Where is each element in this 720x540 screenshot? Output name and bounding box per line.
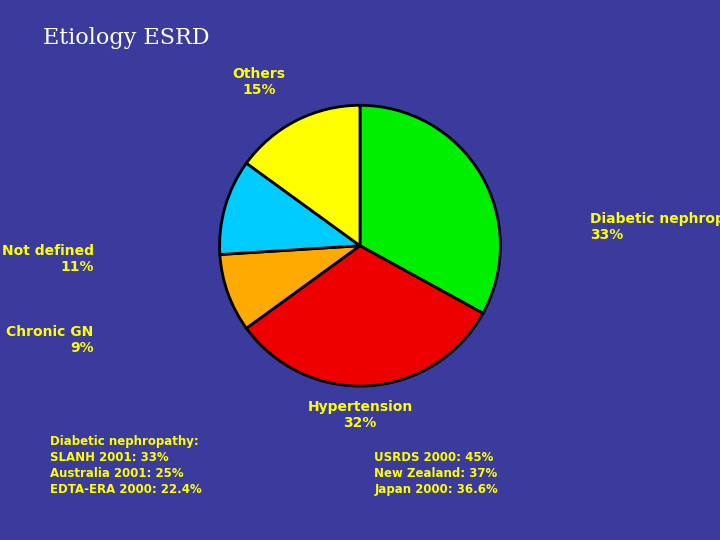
Wedge shape — [246, 105, 360, 246]
Text: Diabetic nephropathy:: Diabetic nephropathy: — [50, 435, 199, 448]
Text: SLANH 2001: 33%: SLANH 2001: 33% — [50, 451, 169, 464]
Text: New Zealand: 37%: New Zealand: 37% — [374, 467, 498, 480]
Text: Others
15%: Others 15% — [233, 67, 286, 97]
Wedge shape — [220, 163, 360, 254]
Text: Japan 2000: 36.6%: Japan 2000: 36.6% — [374, 483, 498, 496]
Text: Etiology ESRD: Etiology ESRD — [43, 27, 210, 49]
Wedge shape — [360, 105, 500, 313]
Text: Australia 2001: 25%: Australia 2001: 25% — [50, 467, 184, 480]
Wedge shape — [246, 246, 483, 386]
Text: Diabetic nephropathy
33%: Diabetic nephropathy 33% — [590, 212, 720, 242]
Text: USRDS 2000: 45%: USRDS 2000: 45% — [374, 451, 494, 464]
Text: EDTA-ERA 2000: 22.4%: EDTA-ERA 2000: 22.4% — [50, 483, 202, 496]
Text: Hypertension
32%: Hypertension 32% — [307, 400, 413, 430]
Text: Not defined
11%: Not defined 11% — [1, 244, 94, 274]
Text: Chronic GN
9%: Chronic GN 9% — [6, 325, 94, 355]
Wedge shape — [220, 246, 360, 328]
